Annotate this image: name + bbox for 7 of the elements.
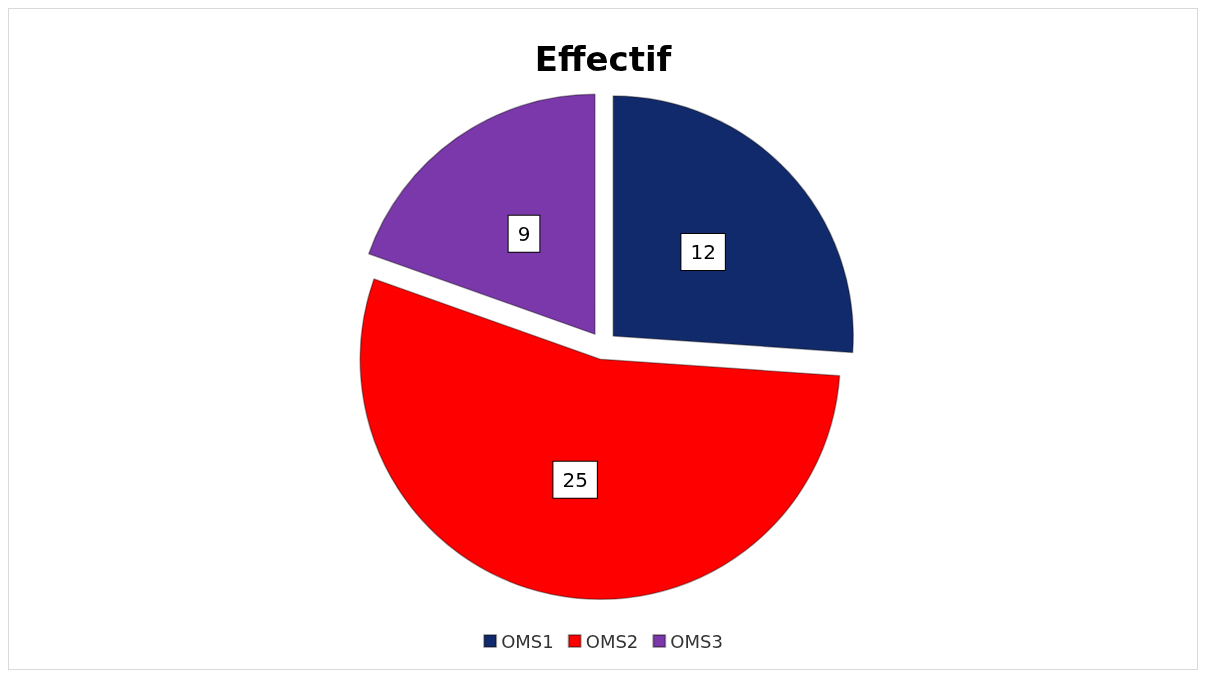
data-label: 12 xyxy=(690,240,716,265)
data-label: 25 xyxy=(562,467,588,492)
legend-label: OMS1 xyxy=(501,630,554,652)
legend-label: OMS3 xyxy=(670,630,723,652)
legend-label: OMS2 xyxy=(585,630,639,652)
data-label: 9 xyxy=(517,221,531,246)
chart-title: Effectif xyxy=(534,39,673,79)
